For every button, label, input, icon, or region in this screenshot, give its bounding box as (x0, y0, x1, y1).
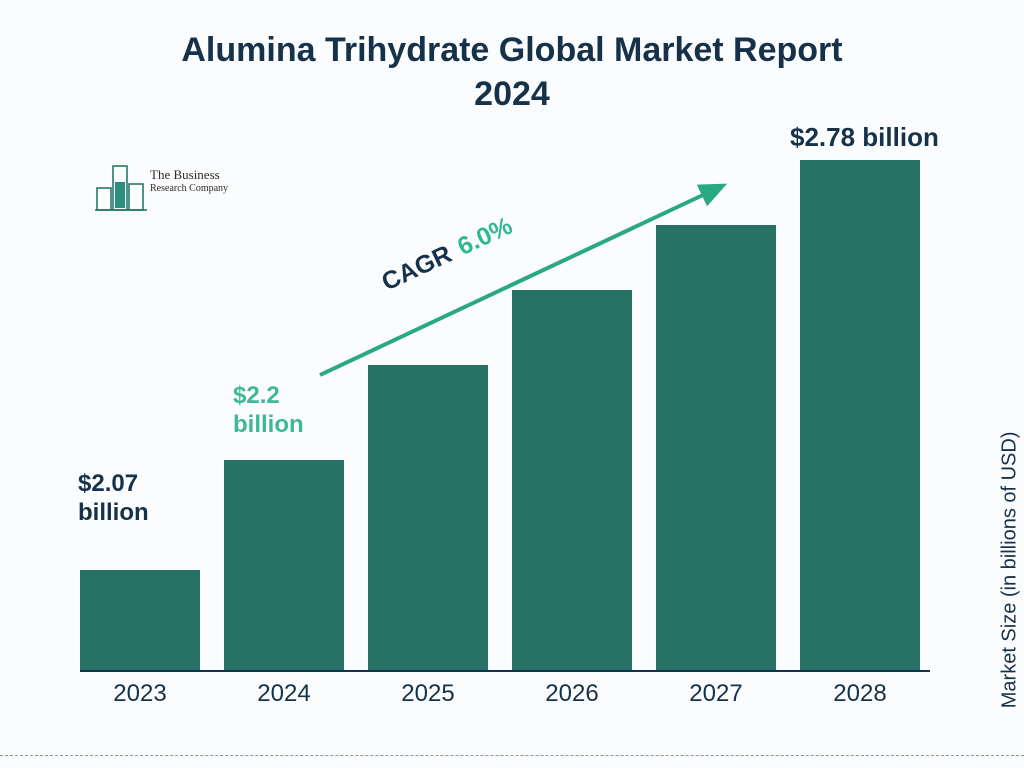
value-label-2028: $2.78 billion (790, 122, 939, 153)
bar-2023 (80, 570, 200, 670)
bar-2025 (368, 365, 488, 670)
bar-2024 (224, 460, 344, 670)
x-label-2027: 2027 (656, 680, 776, 708)
bottom-divider (0, 755, 1024, 756)
value-2023-amount: $2.07 (78, 470, 138, 497)
value-2024-amount: $2.2 (233, 382, 280, 409)
x-label-2026: 2026 (512, 680, 632, 708)
x-label-2025: 2025 (368, 680, 488, 708)
cagr-arrow (310, 175, 740, 395)
market-report-chart: Alumina Trihydrate Global Market Report … (0, 0, 1024, 768)
trend-arrow-icon (310, 175, 740, 395)
y-axis-label: Market Size (in billions of USD) (999, 432, 1022, 709)
value-2024-unit: billion (233, 411, 304, 438)
chart-title: Alumina Trihydrate Global Market Report … (0, 28, 1024, 116)
x-label-2023: 2023 (80, 680, 200, 708)
title-line-2: 2024 (474, 75, 550, 113)
title-line-1: Alumina Trihydrate Global Market Report (181, 31, 842, 69)
value-2023-unit: billion (78, 499, 149, 526)
bar-2028 (800, 160, 920, 670)
x-label-2024: 2024 (224, 680, 344, 708)
x-label-2028: 2028 (800, 680, 920, 708)
x-axis-line (80, 670, 930, 672)
value-label-2023: $2.07 billion (78, 470, 218, 528)
